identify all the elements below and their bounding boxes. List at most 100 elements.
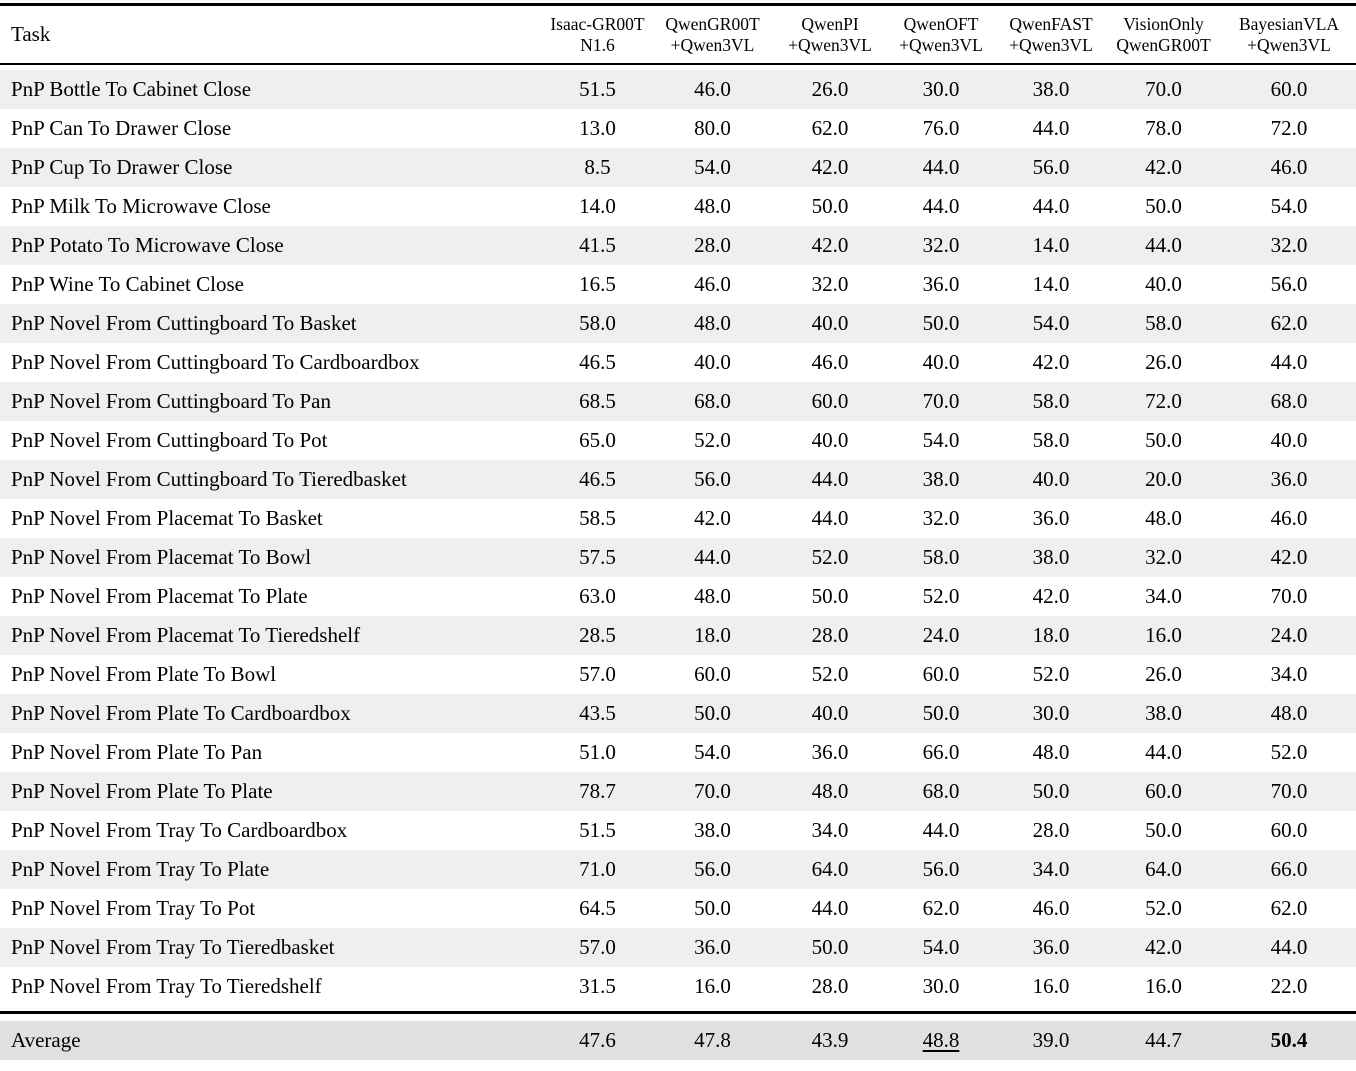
- score-cell: 34.0: [1145, 584, 1182, 608]
- score-cell: 14.0: [579, 194, 616, 218]
- score-cell: 40.0: [1032, 467, 1070, 491]
- score-cell: 48.0: [694, 194, 731, 218]
- score-cell: 41.5: [579, 233, 616, 257]
- score-cell: 16.0: [1145, 623, 1182, 647]
- score-cell: 70.0: [1270, 584, 1308, 608]
- score-cell: 40.0: [694, 350, 731, 374]
- task-name-cell: PnP Novel From Tray To Cardboardbox: [11, 818, 348, 842]
- score-cell: 30.0: [922, 974, 960, 998]
- model-column-header-5: VisionOnly QwenGR00T: [1105, 14, 1222, 56]
- score-cell: 48.0: [811, 779, 849, 803]
- score-cell: 50.0: [811, 935, 849, 959]
- score-cell: 50.0: [811, 194, 849, 218]
- score-cell: 54.0: [694, 155, 731, 179]
- score-cell: 58.0: [922, 545, 960, 569]
- score-cell: 60.0: [811, 389, 849, 413]
- model-backbone-line: N1.6: [580, 34, 615, 55]
- table-row: PnP Novel From Cuttingboard To Cardboard…: [0, 343, 1356, 382]
- model-column-header-3: QwenOFT +Qwen3VL: [885, 14, 997, 56]
- model-name-line: VisionOnly: [1123, 13, 1204, 34]
- task-column-header: Task: [11, 22, 51, 46]
- score-cell: 60.0: [922, 662, 960, 686]
- task-name-cell: PnP Novel From Plate To Cardboardbox: [11, 701, 351, 725]
- task-name-cell: PnP Wine To Cabinet Close: [11, 272, 244, 296]
- score-cell: 22.0: [1270, 974, 1308, 998]
- score-cell: 57.0: [579, 662, 616, 686]
- score-cell: 58.0: [1032, 428, 1070, 452]
- score-cell: 44.0: [1032, 116, 1070, 140]
- score-cell: 18.0: [1032, 623, 1070, 647]
- score-cell: 50.0: [811, 584, 849, 608]
- average-separator-rule: [0, 1011, 1356, 1014]
- score-cell: 71.0: [579, 857, 616, 881]
- score-cell: 16.0: [1145, 974, 1182, 998]
- task-name-cell: PnP Milk To Microwave Close: [11, 194, 271, 218]
- score-cell: 24.0: [922, 623, 960, 647]
- score-cell: 54.0: [1270, 194, 1308, 218]
- score-cell: 30.0: [1032, 701, 1070, 725]
- score-cell: 60.0: [1145, 779, 1182, 803]
- table-row: PnP Milk To Microwave Close 14.0 48.0 50.0 4…: [0, 187, 1356, 226]
- score-cell: 32.0: [811, 272, 849, 296]
- score-cell: 57.0: [579, 935, 616, 959]
- score-cell: 32.0: [922, 506, 960, 530]
- score-cell: 52.0: [1032, 662, 1070, 686]
- task-name-cell: PnP Novel From Cuttingboard To Cardboard…: [11, 350, 420, 374]
- score-cell: 16.0: [1032, 974, 1070, 998]
- model-name-line: Isaac-GR00T: [550, 13, 645, 34]
- average-score-cell: 44.7: [1145, 1028, 1182, 1052]
- score-cell: 46.0: [1270, 506, 1308, 530]
- score-cell: 68.5: [579, 389, 616, 413]
- score-cell: 48.0: [694, 584, 731, 608]
- score-cell: 50.0: [694, 896, 731, 920]
- score-cell: 54.0: [694, 740, 731, 764]
- table-row: PnP Novel From Tray To Tieredshelf 31.5 16…: [0, 967, 1356, 1006]
- score-cell: 38.0: [1145, 701, 1182, 725]
- score-cell: 60.0: [1270, 77, 1308, 101]
- score-cell: 50.0: [922, 311, 960, 335]
- score-cell: 52.0: [922, 584, 960, 608]
- model-name-line: QwenPI: [801, 13, 859, 34]
- score-cell: 20.0: [1145, 467, 1182, 491]
- task-name-cell: PnP Novel From Tray To Tieredshelf: [11, 974, 322, 998]
- score-cell: 44.0: [922, 194, 960, 218]
- average-score-cell: 39.0: [1032, 1028, 1070, 1052]
- score-cell: 44.0: [1145, 740, 1182, 764]
- score-cell: 38.0: [1032, 77, 1070, 101]
- score-cell: 14.0: [1032, 272, 1070, 296]
- model-name-line: BayesianVLA: [1238, 13, 1340, 34]
- score-cell: 46.5: [579, 467, 616, 491]
- score-cell: 42.0: [811, 233, 849, 257]
- score-cell: 26.0: [811, 77, 849, 101]
- model-column-header-6: BayesianVLA +Qwen3VL: [1222, 14, 1356, 56]
- score-cell: 16.5: [579, 272, 616, 296]
- score-cell: 56.0: [1270, 272, 1308, 296]
- score-cell: 40.0: [811, 311, 849, 335]
- score-cell: 50.0: [922, 701, 960, 725]
- score-cell: 56.0: [694, 467, 731, 491]
- score-cell: 70.0: [694, 779, 731, 803]
- score-cell: 62.0: [1270, 311, 1308, 335]
- score-cell: 46.0: [1270, 155, 1308, 179]
- header-rule: [0, 63, 1356, 65]
- score-cell: 36.0: [1032, 935, 1070, 959]
- task-name-cell: PnP Novel From Tray To Pot: [11, 896, 256, 920]
- task-name-cell: PnP Novel From Tray To Plate: [11, 857, 270, 881]
- score-cell: 62.0: [1270, 896, 1308, 920]
- score-cell: 28.0: [811, 623, 849, 647]
- score-cell: 40.0: [922, 350, 960, 374]
- score-cell: 43.5: [579, 701, 616, 725]
- model-backbone-line: +Qwen3VL: [670, 34, 755, 55]
- score-cell: 57.5: [579, 545, 616, 569]
- model-column-header-0: Isaac-GR00T N1.6: [545, 14, 650, 56]
- score-cell: 46.0: [811, 350, 849, 374]
- score-cell: 52.0: [1145, 896, 1182, 920]
- score-cell: 44.0: [811, 506, 849, 530]
- score-cell: 30.0: [922, 77, 960, 101]
- score-cell: 54.0: [922, 428, 960, 452]
- model-name-line: QwenOFT: [903, 13, 979, 34]
- score-cell: 46.0: [694, 77, 731, 101]
- top-rule: [0, 3, 1356, 6]
- score-cell: 56.0: [694, 857, 731, 881]
